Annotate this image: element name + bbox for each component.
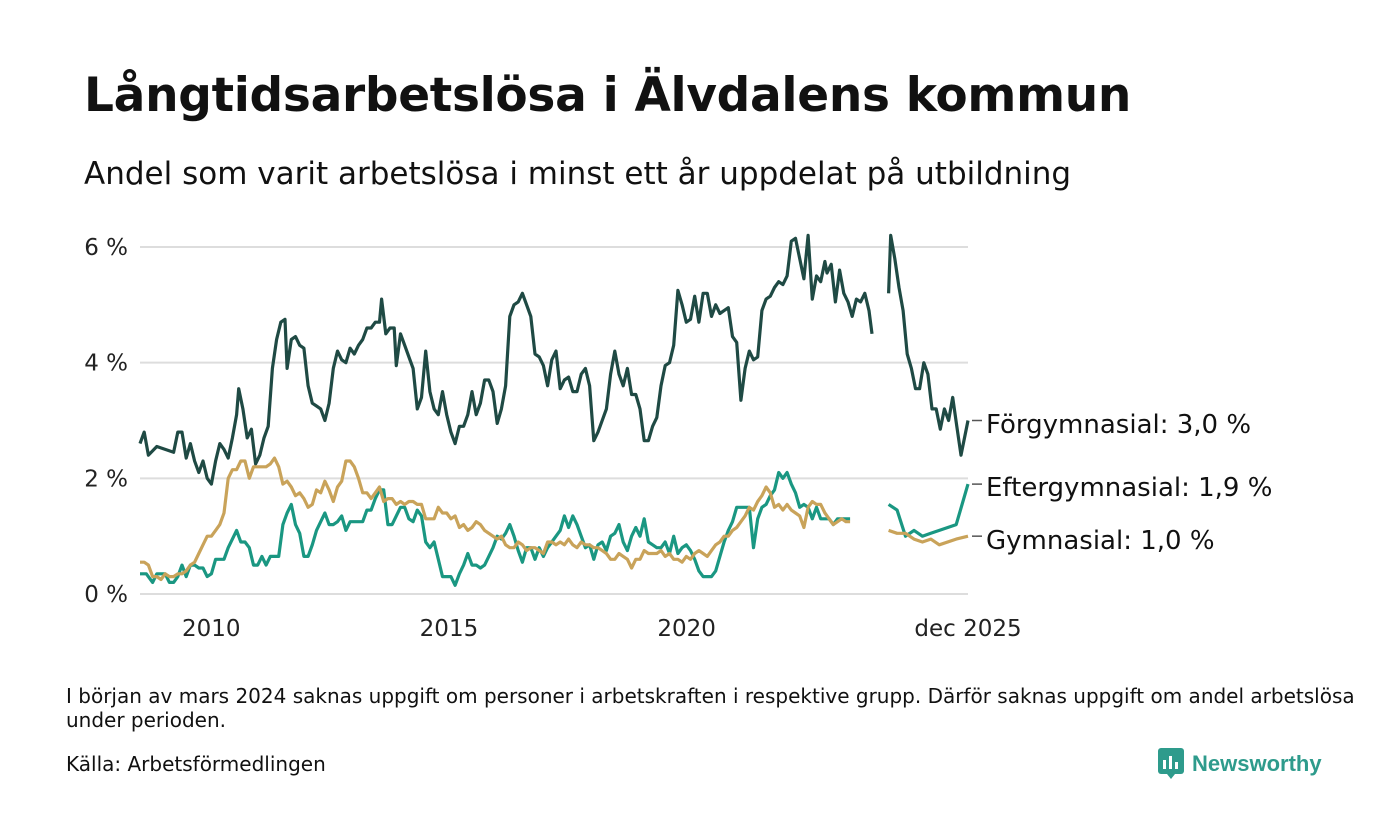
y-tick-label: 0 % <box>84 582 128 608</box>
series-line-eftergymnasial <box>887 483 970 538</box>
newsworthy-logo[interactable]: Newsworthy <box>1158 744 1322 784</box>
y-tick-label: 4 % <box>84 351 128 377</box>
series-line-gymnasial <box>888 528 969 547</box>
footnote: I början av mars 2024 saknas uppgift om … <box>66 684 1355 732</box>
x-tick-label: 2010 <box>182 616 241 642</box>
end-label-förgymnasial: Förgymnasial: 3,0 % <box>986 410 1251 440</box>
series-line-forgymnasial <box>138 233 874 486</box>
gridlines <box>140 246 968 595</box>
series-end-labels: Förgymnasial: 3,0 % Eftergymnasial: 1,9 %… <box>972 410 1272 556</box>
series-lines <box>138 233 970 587</box>
y-axis-ticks: 0 % 2 % 4 % 6 % <box>84 235 128 608</box>
chart-title: Långtidsarbetslösa i Älvdalens kommun <box>84 68 1132 123</box>
series-line-eftergymnasial <box>140 470 851 587</box>
line-chart: 0 % 2 % 4 % 6 % 2010 2015 2020 dec 2025 Förgym… <box>84 233 1272 642</box>
x-tick-label: dec 2025 <box>914 616 1021 642</box>
y-tick-label: 6 % <box>84 235 128 261</box>
x-tick-label: 2020 <box>657 616 716 642</box>
brand-name: Newsworthy <box>1192 751 1322 776</box>
x-tick-label: 2015 <box>420 616 479 642</box>
x-axis-ticks: 2010 2015 2020 dec 2025 <box>182 616 1022 642</box>
series-line-forgymnasial <box>887 233 970 457</box>
newsworthy-chart-icon <box>1158 748 1184 779</box>
source-credit: Källa: Arbetsförmedlingen <box>66 752 326 776</box>
y-tick-label: 2 % <box>84 466 128 492</box>
end-label-eftergymnasial: Eftergymnasial: 1,9 % <box>986 473 1272 503</box>
end-label-gymnasial: Gymnasial: 1,0 % <box>986 526 1215 556</box>
chart-subtitle: Andel som varit arbetslösa i minst ett å… <box>84 156 1072 192</box>
series-line-gymnasial <box>140 456 851 582</box>
